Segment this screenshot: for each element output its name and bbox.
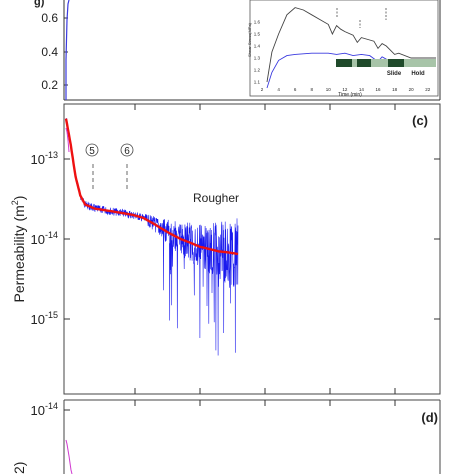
top-y-tick-label-0: 0.6	[41, 11, 58, 25]
panel-c-frame	[63, 103, 441, 395]
panel-c-label: (c)	[412, 113, 428, 128]
inset-x-tick-label: 10	[326, 87, 332, 92]
inset-y-tick-label: 1.6	[254, 20, 261, 25]
inset-x-tick-label: 18	[392, 87, 398, 92]
inset-x-tick-label: 14	[359, 87, 365, 92]
inset-y-label: Shear Stress(MPa)	[247, 22, 252, 57]
panel-d-label: (d)	[421, 410, 438, 425]
inset-y-tick-label: 1.4	[254, 44, 261, 49]
inset-x-tick-label: 2	[261, 87, 264, 92]
panel-c-y-tick-label-0: 10-13	[31, 150, 58, 167]
panel-c-raw-series	[65, 118, 239, 356]
phase-block-3	[388, 59, 404, 67]
inset-phase-label-hold: Hold	[411, 71, 425, 77]
top-y-tick-label-2: 0.2	[41, 78, 58, 92]
phase-bar-bg	[336, 59, 436, 67]
inset-x-tick-label: 4	[277, 87, 280, 92]
top-panel-partial-label: g)	[34, 0, 45, 8]
panel-d-data-line	[65, 439, 73, 474]
inset-y-tick-label: 1.2	[254, 68, 261, 73]
inset-x-ticks: 2 4 6 8 10 12 14 16 18 20 22	[261, 87, 431, 92]
top-panel-data-line	[65, 0, 70, 100]
inset-series-line	[266, 7, 436, 83]
phase-block-2	[357, 59, 371, 67]
inset: Shear Stress(MPa) 1.6 1.5 1.4 1.3 1.2 1.1 2 4 6…	[247, 0, 439, 98]
marker-6-label: 6	[124, 146, 130, 157]
inset-x-tick-label: 12	[342, 87, 348, 92]
inset-y-tick-label: 1.3	[254, 56, 261, 61]
panel-c-smoothed-series	[64, 118, 239, 256]
inset-x-tick-label: 6	[294, 87, 297, 92]
panel-d: (d) 10-14 2)	[11, 399, 441, 474]
inset-y-ticks: 1.6 1.5 1.4 1.3 1.2 1.1	[254, 20, 261, 85]
panel-c-y-axis-label: Permeability (m2)	[10, 196, 27, 303]
inset-phase-bar	[336, 59, 436, 67]
panel-c-y-tick-label-2: 10-15	[31, 310, 58, 327]
panel-d-y-axis-label-partial: 2)	[11, 462, 27, 474]
phase-block-1	[336, 59, 352, 67]
panel-d-y-tick-label-0: 10-14	[31, 401, 58, 418]
marker-6-circle	[120, 143, 134, 157]
panel-c-initial-spike	[65, 127, 70, 153]
inset-x-tick-label: 8	[310, 87, 313, 92]
panel-c: (c) 10-13 10-14 10-15 Permeability (m2)	[10, 103, 441, 395]
inset-x-tick-label: 20	[409, 87, 415, 92]
inset-x-tick-label: 22	[425, 87, 431, 92]
panel-c-annotation-rougher: Rougher	[193, 191, 239, 205]
panel-c-raw-trace	[65, 118, 239, 356]
top-y-tick-label-1: 0.4	[41, 45, 58, 59]
panel-c-y-tick-label-1: 10-14	[31, 230, 58, 247]
inset-frame	[249, 0, 439, 97]
inset-y-tick-label: 1.1	[254, 80, 261, 85]
top-panel: g) 0.6 0.4 0.2 Shear Stress(MPa) 1.61.51…	[34, 0, 441, 101]
inset-x-label: Time (min)	[338, 92, 362, 98]
marker-5-circle	[85, 143, 99, 157]
inset-x-tick-label: 16	[375, 87, 381, 92]
inset-y-tick-label: 1.5	[254, 32, 261, 37]
marker-5-label: 5	[89, 146, 95, 157]
inset-phase-label-slide: Slide	[387, 71, 402, 77]
